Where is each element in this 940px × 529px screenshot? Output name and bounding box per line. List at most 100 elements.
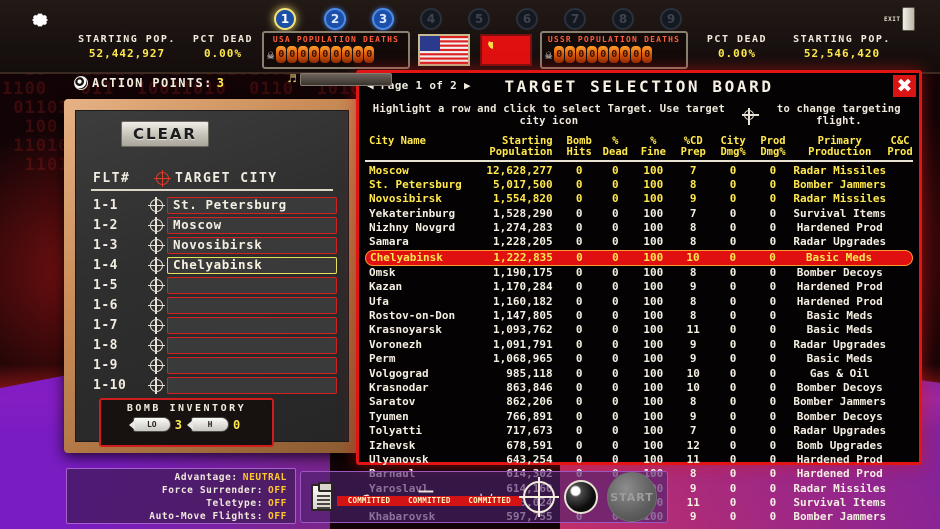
retarget-button[interactable] (145, 296, 167, 314)
cell-hits: 0 (575, 452, 583, 466)
skull-icon: ☠ (545, 47, 553, 62)
retarget-button[interactable] (145, 316, 167, 334)
table-row[interactable]: Novosibirsk 1,554,820 0 0 100 9 0 0 Radar Missil… (365, 192, 913, 206)
turn-pip-7[interactable]: 7 (564, 8, 586, 30)
turn-pip-6[interactable]: 6 (516, 8, 538, 30)
start-button[interactable]: START (606, 472, 657, 522)
bomb-item-lo[interactable]: LO 3 (128, 417, 182, 432)
flight-target-city[interactable] (167, 356, 337, 374)
list-item[interactable]: 1-2 Moscow (87, 216, 337, 236)
table-row[interactable]: Tolyatti 717,673 0 0 100 7 0 0 Radar Upgrades (365, 424, 913, 438)
flight-target-city[interactable] (167, 316, 337, 334)
turn-pip-8[interactable]: 8 (612, 8, 634, 30)
table-row[interactable]: St. Petersburg 5,017,500 0 0 100 8 0 0 Bomber Ja… (365, 178, 913, 192)
list-item[interactable]: 1-1 St. Petersburg (87, 196, 337, 216)
turn-pip-5[interactable]: 5 (468, 8, 490, 30)
flight-target-city[interactable] (167, 296, 337, 314)
retarget-button[interactable] (145, 336, 167, 354)
usa-flag-icon (418, 34, 470, 66)
retarget-button[interactable] (145, 256, 167, 274)
retarget-button[interactable] (145, 276, 167, 294)
target-selection-board-dialog: ◀ Page 1 of 2 ▶ TARGET SELECTION BOARD ✖… (356, 70, 922, 523)
target-board-toggle-icon[interactable] (518, 477, 559, 517)
table-row[interactable]: Yekaterinburg 1,528,290 0 0 100 7 0 0 Survival I… (365, 207, 913, 221)
table-row[interactable]: Nizhny Novgrd 1,274,283 0 0 100 8 0 0 Hardened P… (365, 221, 913, 235)
list-item[interactable]: 1-9 (87, 356, 337, 376)
clipboard-icon[interactable] (311, 481, 333, 511)
table-row[interactable]: Samara 1,228,205 0 0 100 8 0 0 Radar Upgrades (365, 235, 913, 249)
cell-fine: 100 (643, 309, 664, 323)
cell-cc (887, 235, 913, 249)
commit-bombers-group[interactable]: ☁ COMMITTED (337, 476, 401, 518)
retarget-button[interactable] (145, 236, 167, 254)
cell-pop: 643,254 (506, 452, 553, 466)
usa-flag-svg (420, 36, 468, 64)
cell-dead: 0 (612, 337, 619, 351)
list-item[interactable]: 1-6 (87, 296, 337, 316)
globe-map-button[interactable] (563, 480, 598, 514)
flight-target-city[interactable] (167, 276, 337, 294)
exit-button[interactable]: EXIT (884, 4, 932, 34)
cell-pop: 985,118 (506, 366, 553, 380)
cell-cdprep: 7 (689, 163, 697, 177)
cell-pop: 1,170,284 (493, 280, 553, 294)
table-row[interactable]: Rostov-on-Don 1,147,805 0 0 100 8 0 0 Basic Meds (365, 309, 913, 323)
table-row[interactable]: Perm 1,068,965 0 0 100 9 0 0 Basic Meds (365, 352, 913, 366)
table-row-selected[interactable]: Chelyabinsk 1,222,835 0 0 100 10 0 0 Basic Meds (365, 249, 913, 266)
cell-proddmg: 0 (769, 337, 777, 351)
turn-pip-4[interactable]: 4 (420, 8, 442, 30)
list-item[interactable]: 1-3 Novosibirsk (87, 236, 337, 256)
table-row[interactable]: Voronezh 1,091,791 0 0 100 9 0 0 Radar Upgrades (365, 338, 913, 352)
list-item[interactable]: 1-5 (87, 276, 337, 296)
commit-missiles-group[interactable]: ⚌ COMMITTED (397, 476, 462, 518)
list-item[interactable]: 1-10 (87, 376, 337, 396)
table-row[interactable]: Ufa 1,160,182 0 0 100 8 0 0 Hardened Prod (365, 295, 913, 309)
table-row[interactable]: Saratov 862,206 0 0 100 8 0 0 Bomber Jammers (365, 395, 913, 409)
cell-citydmg: 0 (729, 337, 737, 351)
dialog-hint: Highlight a row and click to select Targ… (359, 103, 919, 127)
retarget-button[interactable] (145, 216, 167, 234)
cell-cc (887, 453, 913, 467)
table-row[interactable]: Izhevsk 678,591 0 0 100 12 0 0 Bomb Upgrades (365, 439, 913, 453)
turn-pip-9[interactable]: 9 (660, 8, 682, 30)
clear-button[interactable]: CLEAR (121, 121, 209, 147)
turn-pip-1[interactable]: 1 (274, 8, 296, 30)
cell-citydmg: 0 (729, 265, 737, 279)
flight-target-city[interactable]: Moscow (167, 216, 337, 234)
commit-spies-group[interactable]: ◡ COMMITTED (457, 476, 522, 518)
cell-city: Moscow (369, 163, 409, 177)
retarget-button[interactable] (145, 376, 167, 394)
list-item[interactable]: 1-8 (87, 336, 337, 356)
cell-cc (887, 323, 913, 337)
cell-fine: 100 (643, 192, 664, 206)
list-item[interactable]: 1-7 (87, 316, 337, 336)
table-row[interactable]: Tyumen 766,891 0 0 100 9 0 0 Bomber Decoys (365, 410, 913, 424)
flight-target-city[interactable]: Novosibirsk (167, 236, 337, 254)
cell-pop: 1,228,205 (493, 235, 553, 249)
turn-pip-2[interactable]: 2 (324, 8, 346, 30)
table-row[interactable]: Krasnodar 863,846 0 0 100 10 0 0 Bomber Decoys (365, 381, 913, 395)
settings-gear-button[interactable] (26, 6, 54, 34)
flight-target-city[interactable] (167, 376, 337, 394)
table-row[interactable]: Ulyanovsk 643,254 0 0 100 11 0 0 Hardened Prod (365, 453, 913, 467)
close-icon[interactable]: ✖ (893, 75, 916, 97)
table-row[interactable]: Krasnoyarsk 1,093,762 0 0 100 11 0 0 Basic Meds (365, 323, 913, 337)
bomb-item-h[interactable]: H 0 (187, 417, 240, 432)
status-label: Force Surrender: (161, 485, 264, 496)
flight-target-city[interactable] (167, 336, 337, 354)
list-item[interactable]: 1-4 Chelyabinsk (87, 256, 337, 276)
turn-pip-3[interactable]: 3 (372, 8, 394, 30)
table-row[interactable]: Volgograd 985,118 0 0 100 10 0 0 Gas & Oil (365, 367, 913, 381)
table-row[interactable]: Moscow 12,628,277 0 0 100 7 0 0 Radar Missiles (365, 164, 913, 178)
flight-target-city[interactable]: St. Petersburg (167, 196, 337, 214)
table-row[interactable]: Omsk 1,190,175 0 0 100 8 0 0 Bomber Decoys (365, 266, 913, 280)
page-next-icon[interactable]: ▶ (463, 79, 471, 92)
cell-fine: 100 (643, 337, 664, 351)
flight-target-city-selected[interactable]: Chelyabinsk (167, 256, 337, 274)
cell-cc (886, 251, 912, 265)
retarget-button[interactable] (145, 356, 167, 374)
table-row[interactable]: Kazan 1,170,284 0 0 100 9 0 0 Hardened Prod (365, 280, 913, 294)
cell-cc (887, 221, 913, 235)
cell-prim: Hardened Prod (796, 294, 883, 308)
retarget-button[interactable] (145, 196, 167, 214)
